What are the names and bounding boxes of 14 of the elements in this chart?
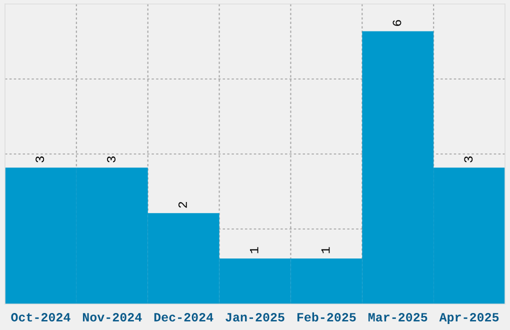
data-label: 2 — [178, 202, 187, 208]
data-label: 6 — [392, 20, 402, 26]
x-tick-label: Nov-2024 — [82, 313, 142, 322]
x-tick-label: Oct-2024 — [11, 313, 70, 322]
x-tick-label: Mar-2025 — [368, 313, 428, 322]
x-tick-label: Apr-2025 — [439, 313, 499, 324]
data-label: 1 — [321, 247, 330, 254]
x-tick-label: Feb-2025 — [297, 312, 356, 322]
x-tick-label: Dec-2024 — [154, 313, 214, 322]
data-label: 1 — [250, 247, 258, 254]
data-label: 3 — [107, 156, 116, 162]
x-tick-label: Jan-2025 — [226, 313, 284, 322]
data-label: 3 — [36, 156, 44, 162]
data-label: 3 — [464, 156, 473, 162]
